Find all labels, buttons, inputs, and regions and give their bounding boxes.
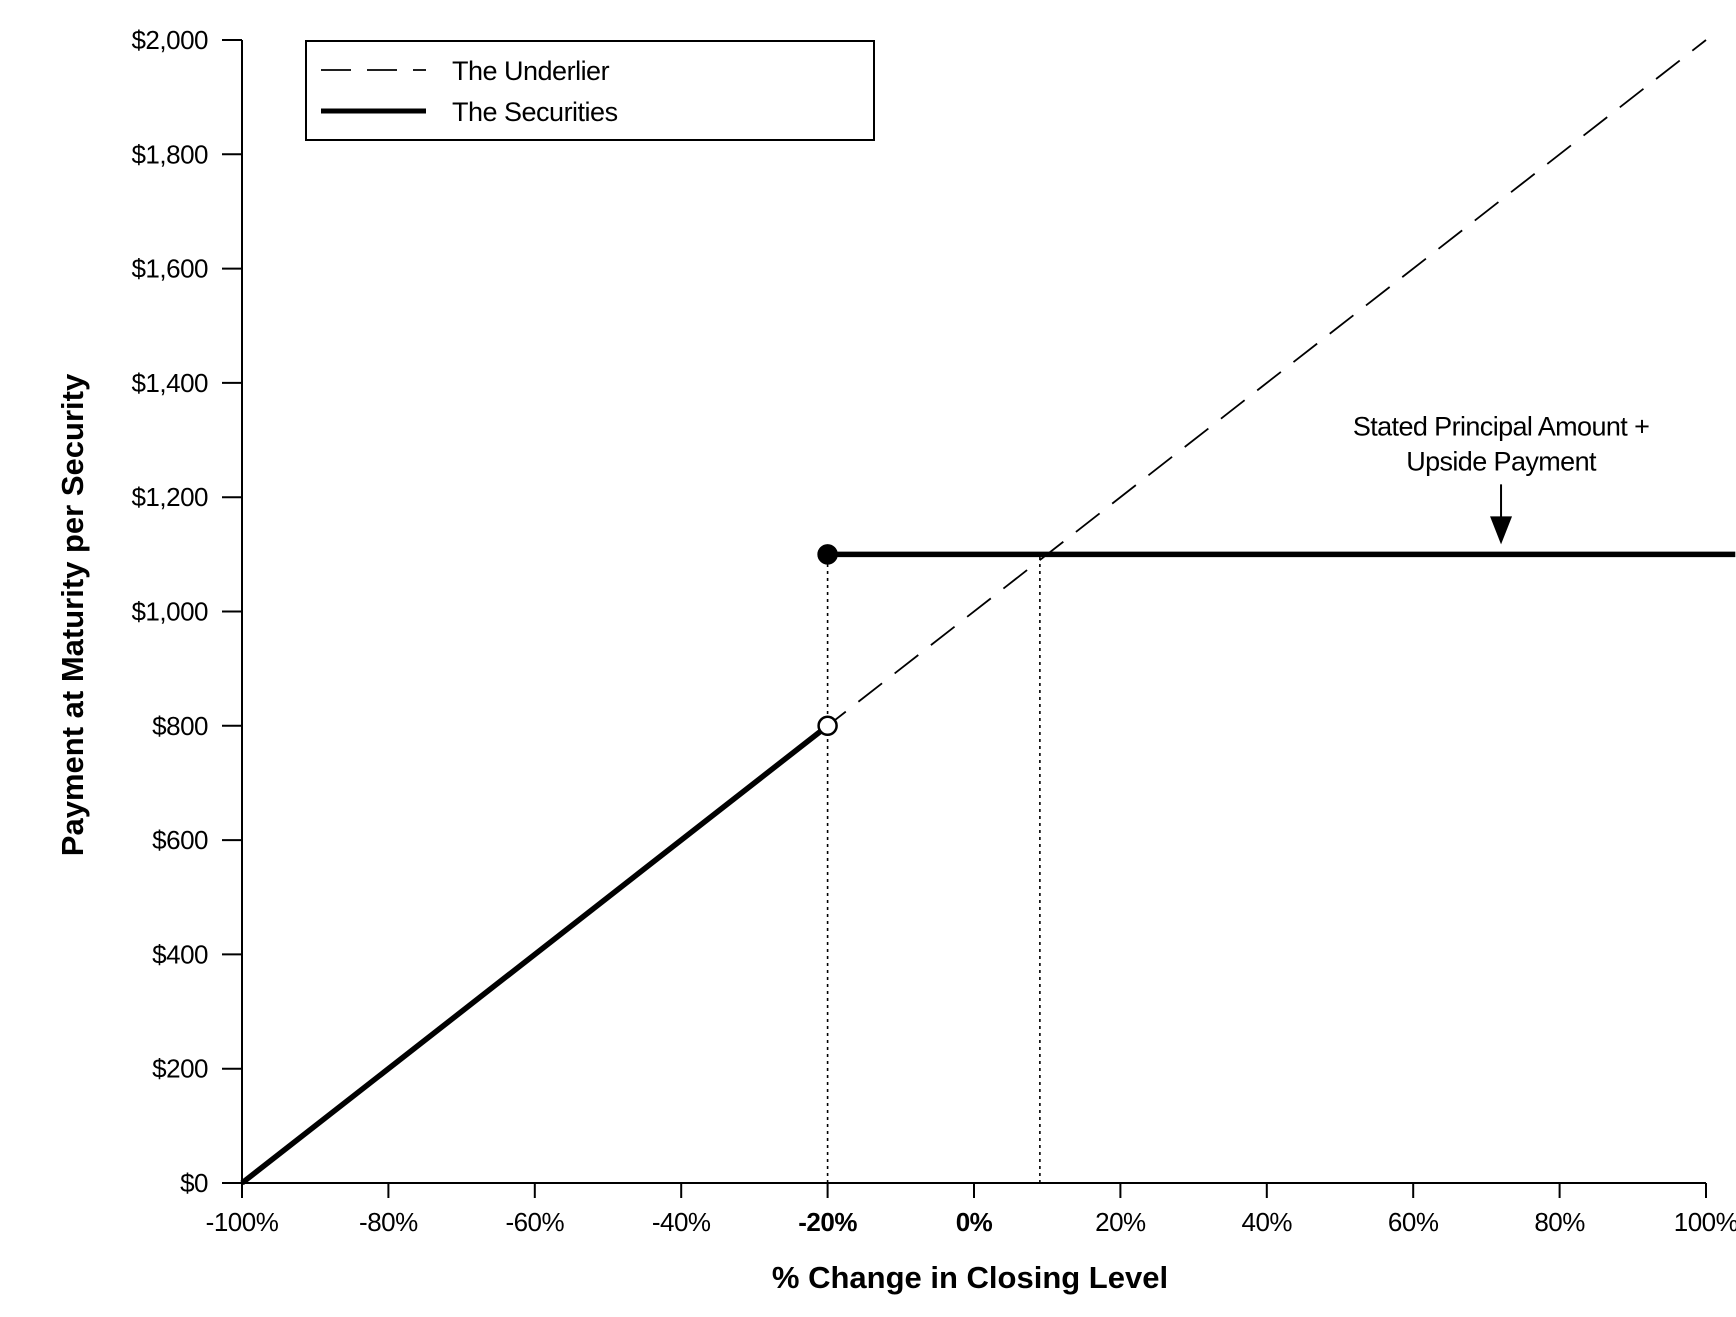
legend-box xyxy=(305,40,875,141)
x-tick-label: 20% xyxy=(1095,1207,1146,1237)
legend-label-securities: The Securities xyxy=(452,97,618,127)
legend: The Underlier The Securities xyxy=(305,40,875,141)
y-axis-ticks: $0 $200 $400 $600 $800 $1,000 $1,200 $1,400 $1,6… xyxy=(131,25,242,1198)
annotation: Stated Principal Amount + Upside Payment xyxy=(1353,411,1650,545)
x-tick-label: -80% xyxy=(359,1207,418,1237)
x-tick-label: -100% xyxy=(206,1207,279,1237)
reference-lines xyxy=(826,554,1041,1183)
y-tick-label: $1,800 xyxy=(131,139,208,169)
y-tick-label: $400 xyxy=(152,939,208,969)
y-axis-title: Payment at Maturity per Security xyxy=(55,373,90,856)
open-marker xyxy=(817,715,838,737)
securities-series xyxy=(240,551,1736,1186)
filled-marker xyxy=(817,544,838,565)
securities-series-segment xyxy=(240,723,830,1186)
legend-label-underlier: The Underlier xyxy=(452,56,610,86)
y-tick-label: $600 xyxy=(152,825,208,855)
y-tick-label: $1,400 xyxy=(131,368,208,398)
y-tick-label: $1,200 xyxy=(131,482,208,512)
x-tick-label: -40% xyxy=(652,1207,711,1237)
y-tick-label: $0 xyxy=(180,1168,208,1198)
annotation-text-line-1: Stated Principal Amount + xyxy=(1353,411,1649,441)
x-tick-label: -20% xyxy=(798,1207,857,1237)
x-tick-label: 60% xyxy=(1388,1207,1439,1237)
y-tick-label: $200 xyxy=(152,1054,208,1084)
x-tick-label: 0% xyxy=(956,1207,993,1237)
annotation-text-line-2: Upside Payment xyxy=(1406,446,1597,476)
y-tick-label: $2,000 xyxy=(131,25,208,55)
y-tick-label: $1,600 xyxy=(131,254,208,284)
y-tick-label: $1,000 xyxy=(131,597,208,627)
x-axis-title: % Change in Closing Level xyxy=(772,1260,1168,1295)
x-axis-ticks: -100% -80% -60% -40% -20% 0% 20% 40% 60% 80% 100% xyxy=(206,1183,1736,1237)
x-tick-label: -60% xyxy=(505,1207,564,1237)
x-tick-label: 40% xyxy=(1242,1207,1293,1237)
y-tick-label: $800 xyxy=(152,711,208,741)
breakpoint-markers xyxy=(817,544,838,737)
x-tick-label: 100% xyxy=(1674,1207,1736,1237)
x-tick-label: 80% xyxy=(1534,1207,1585,1237)
annotation-arrow-head xyxy=(1490,516,1513,545)
underlier-series-line xyxy=(241,39,1707,1184)
